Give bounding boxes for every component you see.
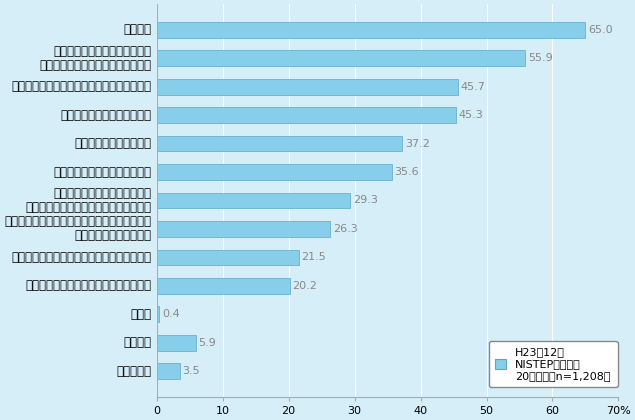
Bar — [157, 221, 330, 237]
Text: 45.3: 45.3 — [458, 110, 483, 120]
Text: 20.2: 20.2 — [293, 281, 318, 291]
Bar — [157, 164, 392, 180]
Bar — [157, 249, 298, 265]
Text: 26.3: 26.3 — [333, 224, 358, 234]
Text: 3.5: 3.5 — [182, 366, 200, 376]
Legend: H23年12月
NISTEP面接調査
20歳以上（n=1,208）: H23年12月 NISTEP面接調査 20歳以上（n=1,208） — [489, 341, 617, 387]
Bar — [157, 22, 585, 38]
Text: 55.9: 55.9 — [528, 53, 553, 63]
Text: 65.0: 65.0 — [588, 25, 613, 35]
Bar — [157, 363, 180, 379]
Text: 0.4: 0.4 — [162, 309, 180, 319]
Bar — [157, 108, 455, 123]
Bar — [157, 79, 458, 94]
Text: 45.7: 45.7 — [461, 82, 486, 92]
Text: 37.2: 37.2 — [404, 139, 430, 149]
Text: 35.6: 35.6 — [394, 167, 419, 177]
Bar — [157, 136, 402, 152]
Bar — [157, 278, 290, 294]
Text: 21.5: 21.5 — [301, 252, 326, 262]
Bar — [157, 307, 159, 322]
Text: 5.9: 5.9 — [198, 338, 216, 348]
Bar — [157, 50, 525, 66]
Bar — [157, 193, 350, 208]
Bar — [157, 335, 196, 351]
Text: 29.3: 29.3 — [352, 195, 377, 205]
